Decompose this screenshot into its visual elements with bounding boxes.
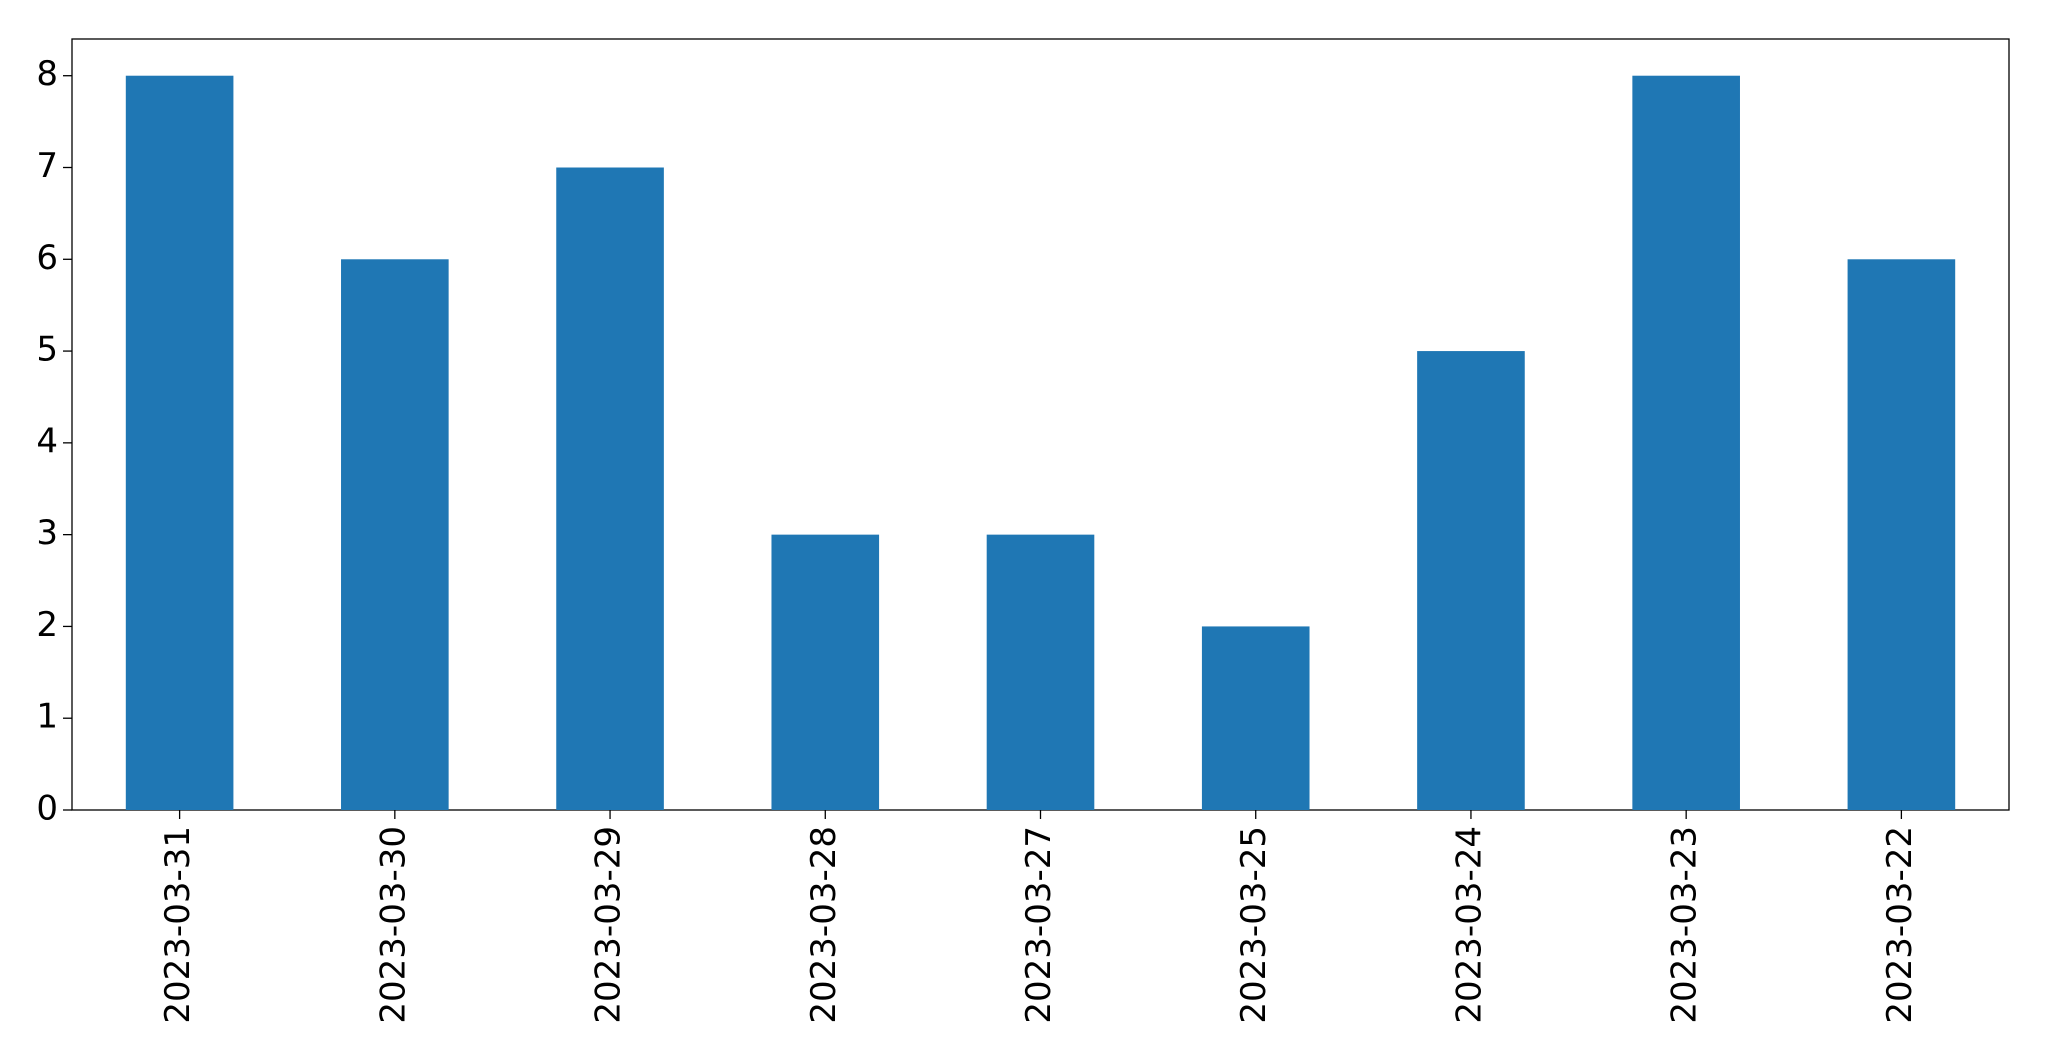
x-tick-label: 2023-03-24 <box>1449 826 1489 1024</box>
x-tick-label: 2023-03-31 <box>158 826 198 1024</box>
x-tick-label: 2023-03-29 <box>589 826 629 1024</box>
y-tick-label: 1 <box>36 697 58 737</box>
y-tick-label: 3 <box>36 513 58 553</box>
y-tick-label: 6 <box>36 238 58 278</box>
bar <box>1632 75 1740 810</box>
bar <box>1201 626 1310 810</box>
y-tick-label: 0 <box>36 789 58 829</box>
x-tick-label: 2023-03-30 <box>373 826 413 1024</box>
x-tick-label: 2023-03-27 <box>1019 826 1059 1024</box>
y-tick-label: 8 <box>36 54 58 94</box>
bar <box>341 259 449 810</box>
y-tick-label: 5 <box>36 330 58 370</box>
y-tick-label: 2 <box>36 605 58 645</box>
x-tick-label: 2023-03-22 <box>1880 826 1920 1024</box>
y-tick-label: 4 <box>36 421 58 461</box>
bar <box>125 75 234 810</box>
bar <box>986 534 1095 810</box>
y-tick-label: 7 <box>36 146 58 186</box>
bar <box>1847 259 1956 810</box>
x-tick-label: 2023-03-23 <box>1665 826 1705 1024</box>
bar <box>556 167 664 810</box>
x-tick-label: 2023-03-28 <box>804 826 844 1024</box>
x-tick-label: 2023-03-25 <box>1234 826 1274 1024</box>
bar <box>771 534 880 810</box>
bar <box>1417 351 1525 810</box>
